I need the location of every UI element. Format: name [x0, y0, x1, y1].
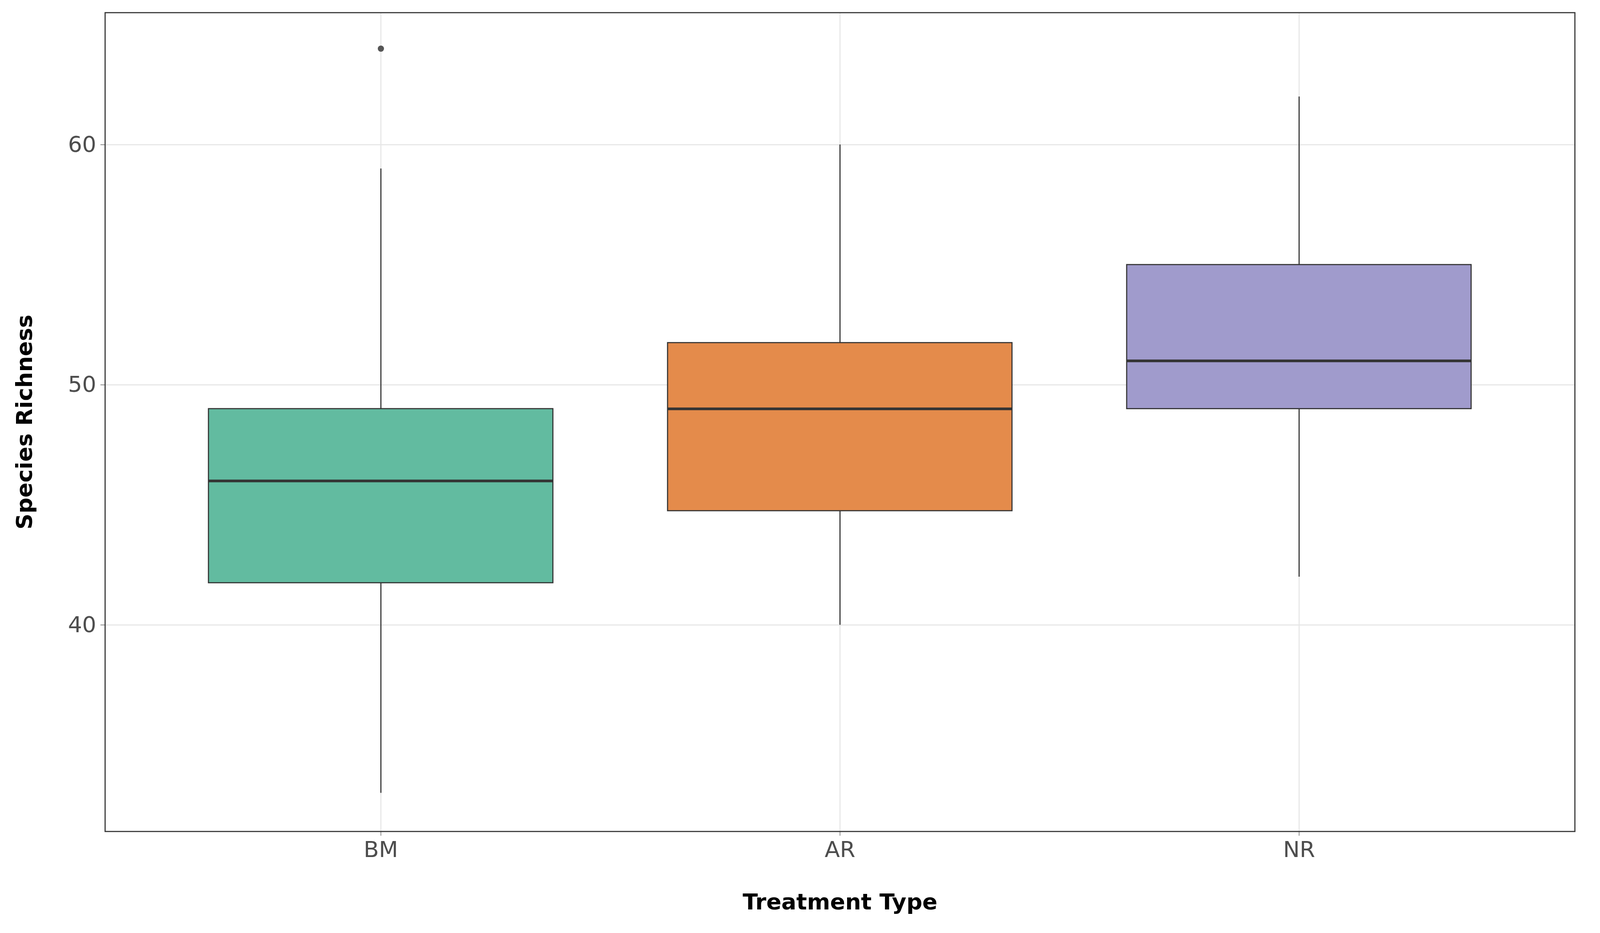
svg-text:60: 60 [68, 131, 97, 158]
svg-text:BM: BM [363, 836, 398, 863]
svg-text:Species Richness: Species Richness [11, 314, 38, 530]
svg-text:40: 40 [68, 612, 97, 638]
svg-text:NR: NR [1283, 836, 1316, 863]
svg-text:Treatment Type: Treatment Type [742, 889, 938, 916]
svg-text:50: 50 [68, 371, 97, 398]
svg-text:AR: AR [824, 836, 856, 863]
